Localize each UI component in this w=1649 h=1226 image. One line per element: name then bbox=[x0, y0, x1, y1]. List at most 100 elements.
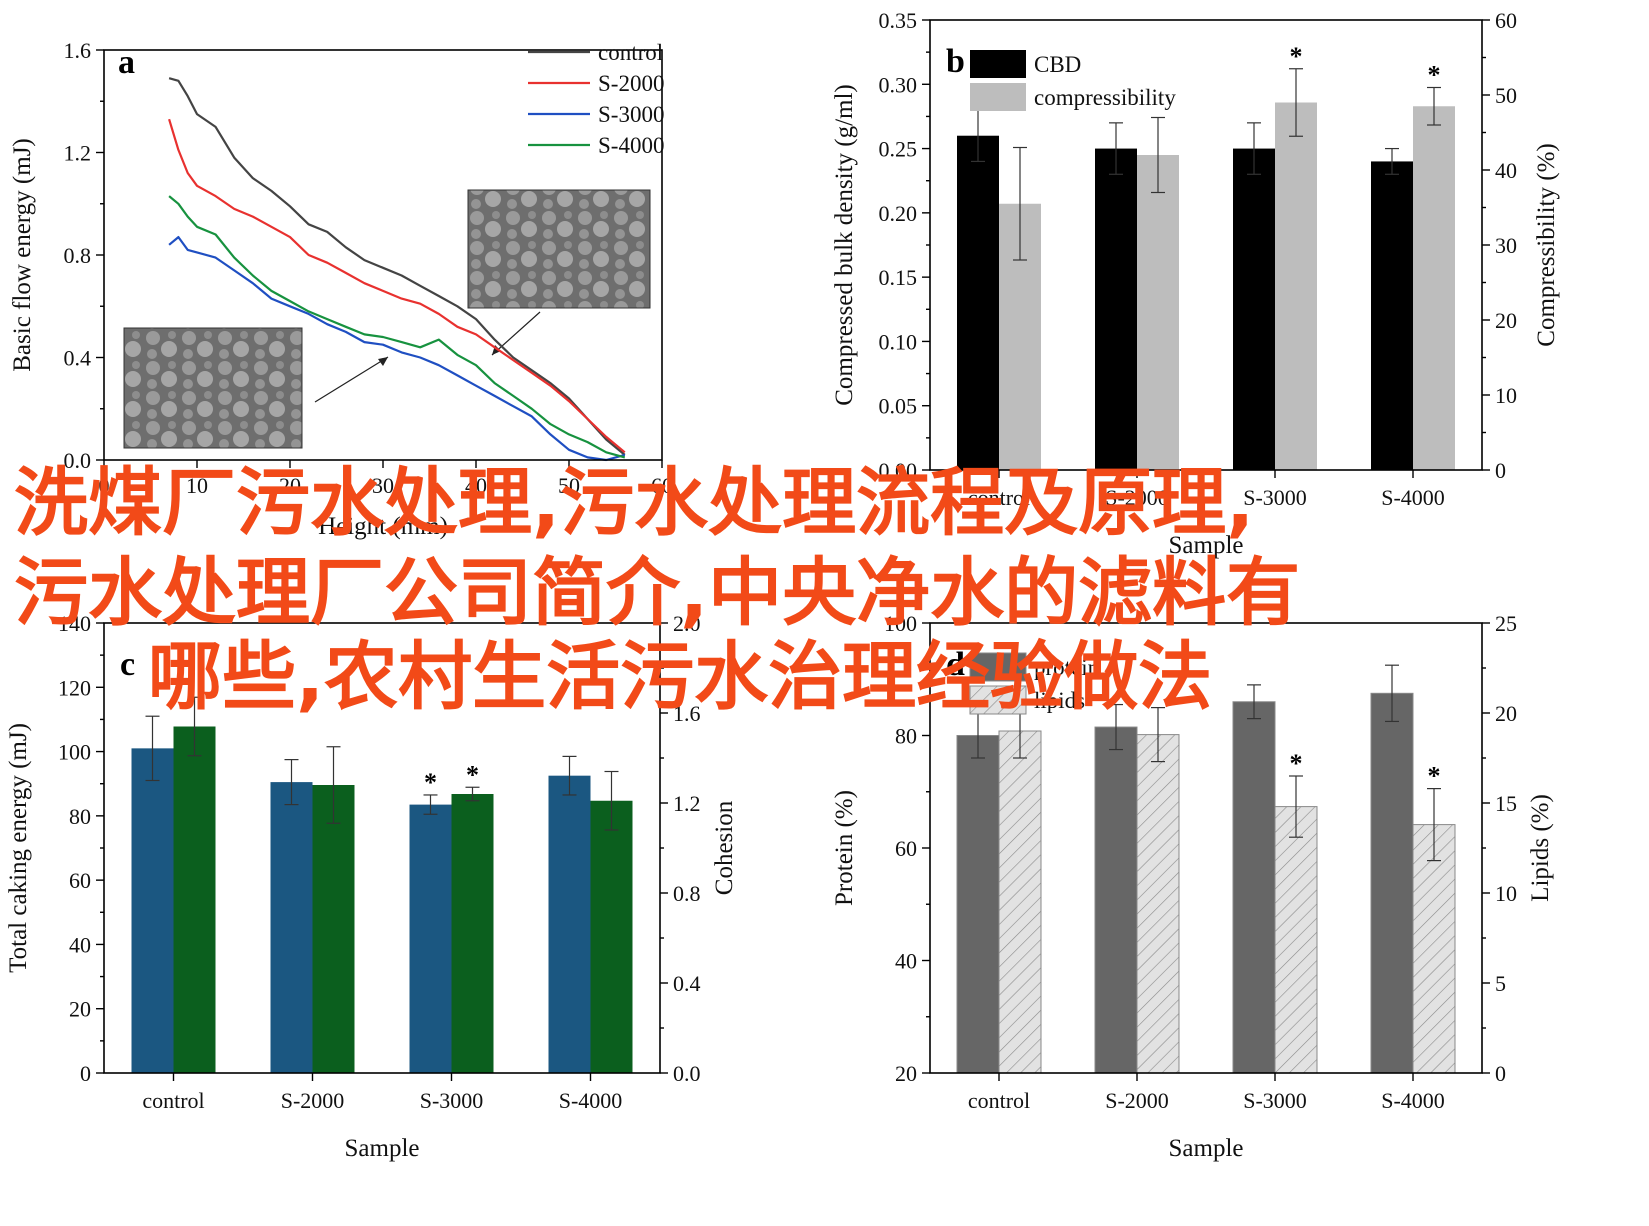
panel-a-x-tick-label: 30 bbox=[372, 473, 394, 498]
panel-d-letter: d bbox=[946, 646, 965, 683]
panel-b-x-tick-label: S-2000 bbox=[1105, 485, 1169, 510]
panel-b-x-tick-label: S-4000 bbox=[1381, 485, 1445, 510]
panel-d-y-tick-label: 60 bbox=[895, 836, 917, 861]
bar-protein-S-3000 bbox=[1232, 701, 1276, 1074]
panel-b-y-tick-label: 0.00 bbox=[879, 458, 918, 483]
bar-total-caking-energy-S-3000 bbox=[409, 804, 452, 1073]
panel-d-x-tick-label: S-2000 bbox=[1105, 1088, 1169, 1113]
panel-b-x-tick-label: S-3000 bbox=[1243, 485, 1307, 510]
panel-b-y-tick-label: 0.10 bbox=[879, 329, 918, 354]
panel-d-bar-chart: control S-2000 * S-3000 * S-4000 20 40 60 80 100 0 5… bbox=[831, 611, 1554, 1162]
panel-c-x-tick-label: S-3000 bbox=[420, 1088, 484, 1113]
panel-c-y-right-tick-label: 0.8 bbox=[673, 881, 701, 906]
panel-a-x-tick-label: 60 bbox=[651, 473, 673, 498]
bar-lipids-S-3000 bbox=[1274, 806, 1318, 1074]
panel-c-y-right-tick-label: 0.0 bbox=[673, 1061, 701, 1086]
inset-pointer-arrow-lower bbox=[314, 356, 389, 403]
panel-a-x-tick-label: 10 bbox=[186, 473, 208, 498]
series-line-S-3000 bbox=[168, 236, 626, 462]
bar-cbd-S-3000 bbox=[1233, 148, 1275, 471]
bar-cohesion-S-4000 bbox=[590, 800, 633, 1073]
legend-swatch-cbd bbox=[970, 50, 1026, 78]
bar-cohesion-S-2000 bbox=[312, 785, 355, 1073]
inset-pointer-arrow-upper bbox=[491, 311, 541, 356]
panel-c-y-tick-label: 120 bbox=[58, 675, 91, 700]
panel-b-y-right-tick-label: 50 bbox=[1495, 83, 1517, 108]
panel-c-letter: c bbox=[120, 646, 135, 683]
panel-c-y-right-tick-label: 1.6 bbox=[673, 701, 701, 726]
panel-b-x-axis-label: Sample bbox=[1169, 532, 1244, 559]
panel-d-x-tick-label: S-3000 bbox=[1243, 1088, 1307, 1113]
panel-c-y-right-tick-label: 1.2 bbox=[673, 791, 701, 816]
panel-b-y-right-tick-label: 30 bbox=[1495, 233, 1517, 258]
significance-marker: * bbox=[1290, 749, 1303, 778]
panel-b-y-right-axis-label: Compressibility (%) bbox=[1533, 143, 1560, 346]
panel-b-y-right-tick-label: 0 bbox=[1495, 458, 1506, 483]
legend-label-cbd: CBD bbox=[1034, 52, 1081, 77]
legend-label-compressibility: compressibility bbox=[1034, 85, 1176, 110]
bar-cohesion-control bbox=[173, 726, 216, 1073]
overlay-title-line-3: 哪些,农村生活污水治理经验做法 bbox=[148, 634, 1213, 720]
panel-c-y-axis-label: Total caking energy (mJ) bbox=[5, 723, 32, 973]
panel-d-y-right-tick-label: 20 bbox=[1495, 701, 1517, 726]
bar-cbd-S-2000 bbox=[1095, 148, 1137, 471]
panel-c-y-tick-label: 80 bbox=[69, 804, 91, 829]
panel-b-y-right-tick-label: 10 bbox=[1495, 383, 1517, 408]
legend-swatch-protein bbox=[969, 652, 1027, 682]
legend-swatch-compressibility bbox=[970, 83, 1026, 111]
panel-d-y-right-axis-label: Lipids (%) bbox=[1527, 794, 1554, 902]
panel-d-x-tick-label: control bbox=[968, 1088, 1030, 1113]
panel-b-bar-chart: control S-2000 * S-3000 * S-4000 0.00 0.05 0.10 0… bbox=[831, 8, 1560, 559]
panel-a-x-tick-label: 40 bbox=[465, 473, 487, 498]
panel-c-x-tick-label: S-4000 bbox=[559, 1088, 623, 1113]
legend-label-control: control bbox=[598, 40, 663, 65]
legend-label-lipids: lipids bbox=[1034, 688, 1085, 713]
panel-d-y-tick-label: 100 bbox=[884, 611, 917, 636]
significance-marker: * bbox=[466, 760, 479, 789]
panel-c-y-right-tick-label: 0.4 bbox=[673, 971, 701, 996]
panel-d-x-tick-label: S-4000 bbox=[1381, 1088, 1445, 1113]
bar-compressibility-S-4000 bbox=[1413, 106, 1455, 470]
panel-a-line-chart: 0 10 20 30 40 50 60 0.0 0.4 0.8 1.2 1.6 Height (mm) B… bbox=[9, 38, 673, 540]
bar-total-caking-energy-S-4000 bbox=[548, 775, 591, 1073]
legend-swatch-lipids bbox=[969, 685, 1027, 715]
panel-a-x-tick-label: 50 bbox=[558, 473, 580, 498]
panel-d-y-right-tick-label: 5 bbox=[1495, 971, 1506, 996]
panel-b-letter: b bbox=[946, 43, 965, 80]
panel-d-y-right-tick-label: 15 bbox=[1495, 791, 1517, 816]
bar-total-caking-energy-control bbox=[131, 748, 174, 1073]
series-line-S-4000 bbox=[168, 195, 626, 459]
bar-lipids-control bbox=[998, 730, 1042, 1074]
panel-a-y-tick-label: 0.8 bbox=[64, 243, 92, 268]
bar-protein-S-2000 bbox=[1094, 726, 1138, 1074]
panel-c-y-tick-label: 140 bbox=[58, 611, 91, 636]
panel-c-y-tick-label: 100 bbox=[58, 740, 91, 765]
panel-c-y-tick-label: 20 bbox=[69, 997, 91, 1022]
bar-cbd-control bbox=[957, 135, 999, 470]
bar-protein-control bbox=[956, 735, 1000, 1074]
sem-inset-upper-right bbox=[467, 189, 651, 309]
panel-b-y-tick-label: 0.35 bbox=[879, 8, 918, 33]
panel-a-y-tick-label: 1.6 bbox=[64, 38, 92, 63]
bar-lipids-S-4000 bbox=[1412, 824, 1456, 1074]
bar-compressibility-S-3000 bbox=[1275, 102, 1317, 470]
bar-compressibility-S-2000 bbox=[1137, 155, 1179, 470]
panel-b-y-right-tick-label: 40 bbox=[1495, 158, 1517, 183]
panel-c-y-tick-label: 40 bbox=[69, 932, 91, 957]
panel-b-x-tick-label: control bbox=[968, 485, 1030, 510]
panel-d-y-tick-label: 80 bbox=[895, 724, 917, 749]
panel-a-x-tick-label: 20 bbox=[279, 473, 301, 498]
significance-marker: * bbox=[1428, 61, 1441, 90]
overlay-title-line-1: 洗煤厂污水处理,污水处理流程及原理, bbox=[14, 460, 1255, 546]
legend-label-protein: protein bbox=[1034, 655, 1100, 680]
panel-c-x-tick-label: S-2000 bbox=[281, 1088, 345, 1113]
panel-c-bar-chart: control S-2000 * * S-3000 S-4000 0 20 40 60 80 100 1… bbox=[5, 611, 738, 1162]
bar-protein-S-4000 bbox=[1370, 692, 1414, 1074]
legend-label-S-4000: S-4000 bbox=[598, 133, 664, 158]
panel-b-y-tick-label: 0.25 bbox=[879, 137, 918, 162]
panel-b-y-tick-label: 0.30 bbox=[879, 72, 918, 97]
panel-a-y-axis-label: Basic flow energy (mJ) bbox=[9, 138, 36, 372]
panel-d-x-axis-label: Sample bbox=[1169, 1135, 1244, 1162]
sem-inset-lower-left bbox=[123, 327, 303, 449]
